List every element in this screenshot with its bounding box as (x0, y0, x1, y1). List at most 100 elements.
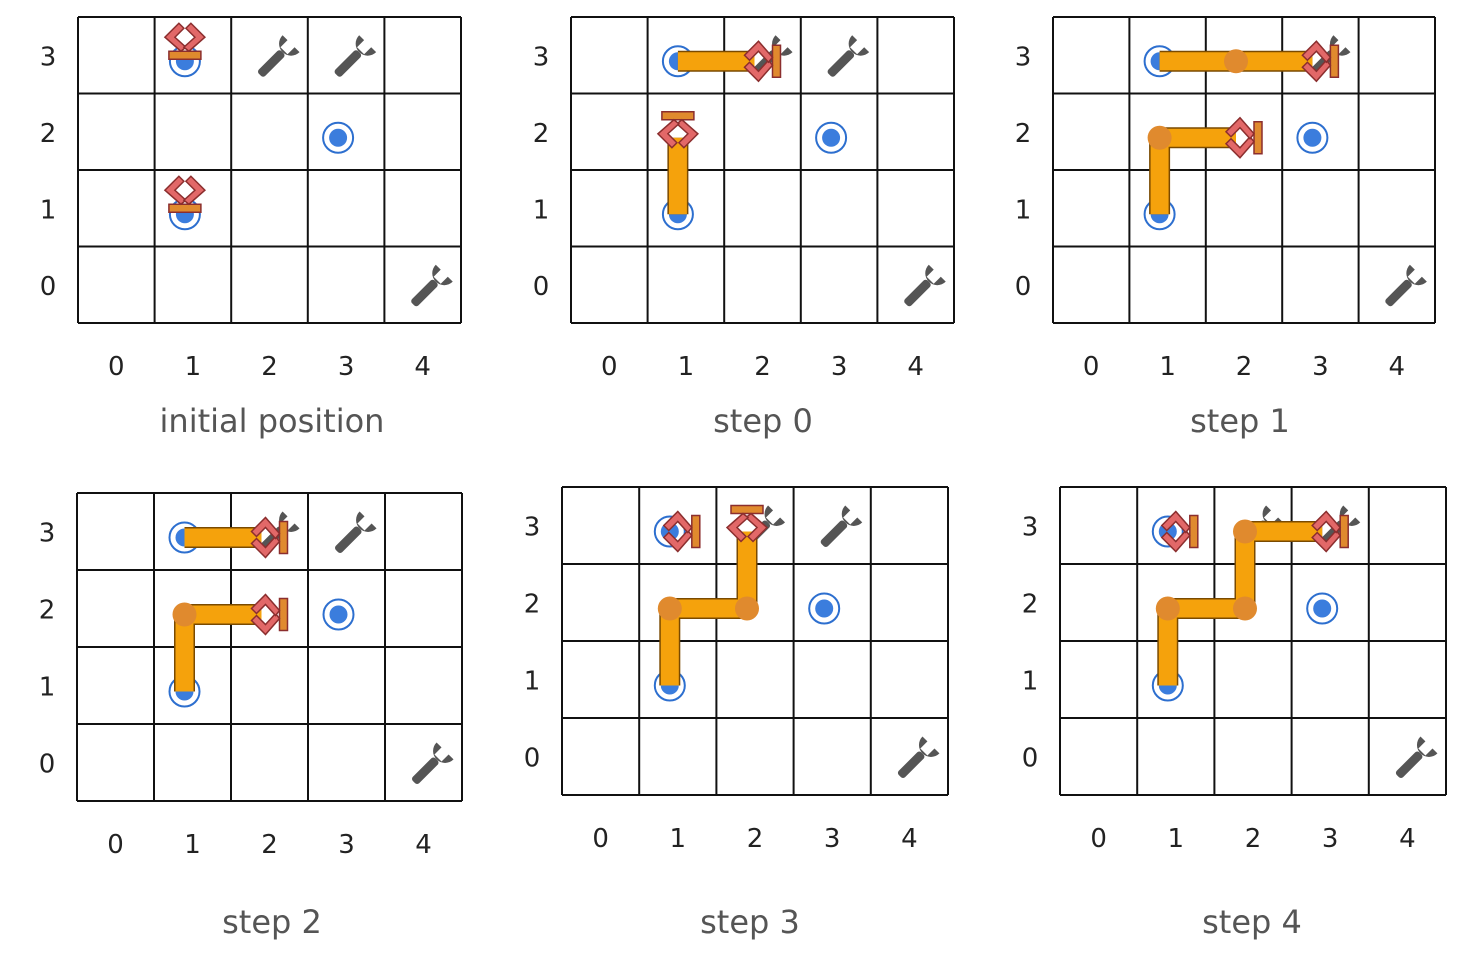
target-marker-icon (808, 592, 841, 625)
y-tick-label: 1 (1022, 667, 1039, 697)
gripper-icon (1160, 510, 1199, 553)
wrench-icon (258, 35, 300, 77)
panel-caption: step 1 (1190, 402, 1290, 440)
arm-joint (1147, 125, 1172, 150)
x-tick-label: 3 (1312, 352, 1329, 382)
x-tick-label: 2 (747, 824, 764, 854)
y-tick-label: 3 (40, 42, 57, 72)
gripper-icon (656, 111, 699, 149)
arm-0 (662, 510, 701, 553)
arm-1 (172, 593, 289, 692)
gripper-icon (1301, 40, 1340, 83)
grid (570, 16, 955, 324)
x-tick-label: 1 (678, 352, 695, 382)
x-tick-label: 0 (107, 830, 124, 860)
arm-joint (735, 596, 759, 621)
arm-0 (1159, 40, 1340, 83)
wrench-icon (827, 35, 870, 77)
x-tick-label: 3 (338, 352, 355, 382)
gripper-icon (1311, 510, 1349, 553)
panel-1: 0 1 2 3 4 0 1 2 3 step 0 (533, 16, 955, 440)
arm-joint (1224, 49, 1248, 74)
y-tick-label: 3 (39, 519, 56, 549)
arm-0 (1160, 510, 1199, 553)
panel-caption: step 3 (700, 903, 800, 941)
x-tick-label: 1 (184, 830, 201, 860)
arm-1 (1155, 510, 1349, 686)
wrench-icon (411, 264, 453, 307)
target-marker-icon (1296, 121, 1329, 154)
wrench-icon (897, 736, 940, 778)
x-tick-label: 3 (1322, 824, 1339, 854)
y-tick-label: 3 (1022, 513, 1039, 543)
grid (561, 486, 949, 796)
x-tick-label: 1 (1168, 824, 1185, 854)
x-tick-label: 0 (1090, 824, 1107, 854)
arm-joint (1233, 596, 1257, 621)
wrench-icon (820, 505, 863, 547)
gripper-icon (250, 516, 289, 559)
y-tick-label: 1 (533, 195, 550, 225)
panel-4: 0 1 2 3 4 0 1 2 3 step 3 (524, 486, 949, 941)
y-tick-label: 2 (1022, 590, 1039, 620)
grid (77, 16, 462, 324)
panel-caption: step 0 (713, 402, 813, 440)
y-tick-label: 0 (1015, 272, 1032, 302)
x-tick-label: 4 (907, 352, 924, 382)
panel-2: 0 1 2 3 4 0 1 2 3 step 1 (1015, 16, 1436, 440)
y-tick-label: 1 (39, 673, 56, 703)
y-tick-label: 2 (39, 596, 56, 626)
wrench-icon (1395, 736, 1438, 778)
panel-caption: step 2 (222, 903, 322, 941)
x-tick-label: 3 (824, 824, 841, 854)
x-tick-label: 2 (1236, 352, 1253, 382)
grid (76, 492, 463, 802)
x-tick-label: 1 (670, 824, 687, 854)
y-tick-label: 1 (524, 667, 541, 697)
x-tick-label: 3 (831, 352, 848, 382)
arm-1 (163, 175, 206, 213)
y-tick-label: 3 (524, 513, 541, 543)
x-tick-label: 4 (1399, 824, 1416, 854)
wrench-icon (904, 264, 946, 307)
arm-segment (175, 605, 262, 692)
y-tick-label: 0 (524, 744, 541, 774)
arm-1 (657, 504, 769, 686)
y-tick-label: 2 (40, 119, 57, 149)
x-tick-label: 2 (261, 352, 278, 382)
y-tick-label: 0 (533, 272, 550, 302)
panel-5: 0 1 2 3 4 0 1 2 3 step 4 (1022, 486, 1447, 941)
gripper-icon (163, 22, 206, 60)
y-tick-label: 2 (533, 119, 550, 149)
x-tick-label: 0 (108, 352, 125, 382)
y-tick-label: 0 (40, 272, 57, 302)
y-tick-label: 3 (1015, 42, 1032, 72)
arm-joint (1233, 519, 1257, 544)
y-tick-label: 2 (524, 590, 541, 620)
y-tick-label: 0 (39, 750, 56, 780)
gripper-icon (250, 593, 289, 636)
y-tick-label: 1 (40, 195, 57, 225)
target-marker-icon (322, 598, 355, 631)
gripper-icon (743, 40, 782, 83)
arm-1 (656, 111, 699, 215)
x-tick-label: 0 (601, 352, 618, 382)
target-marker-icon (1306, 592, 1339, 625)
x-tick-label: 4 (901, 824, 918, 854)
y-tick-label: 0 (1022, 744, 1039, 774)
x-tick-label: 3 (338, 830, 355, 860)
arm-0 (184, 516, 289, 559)
x-tick-label: 2 (261, 830, 278, 860)
y-tick-label: 3 (533, 42, 550, 72)
panel-3: 0 1 2 3 4 0 1 2 3 step 2 (39, 492, 463, 941)
arm-joint (1155, 596, 1180, 621)
x-tick-label: 1 (185, 352, 202, 382)
wrench-icon (412, 742, 454, 784)
gripper-icon (662, 510, 701, 553)
x-tick-label: 4 (1389, 352, 1406, 382)
y-tick-label: 2 (1015, 119, 1032, 149)
x-tick-label: 1 (1159, 352, 1176, 382)
wrench-icon (1385, 264, 1427, 307)
x-tick-label: 4 (414, 352, 431, 382)
